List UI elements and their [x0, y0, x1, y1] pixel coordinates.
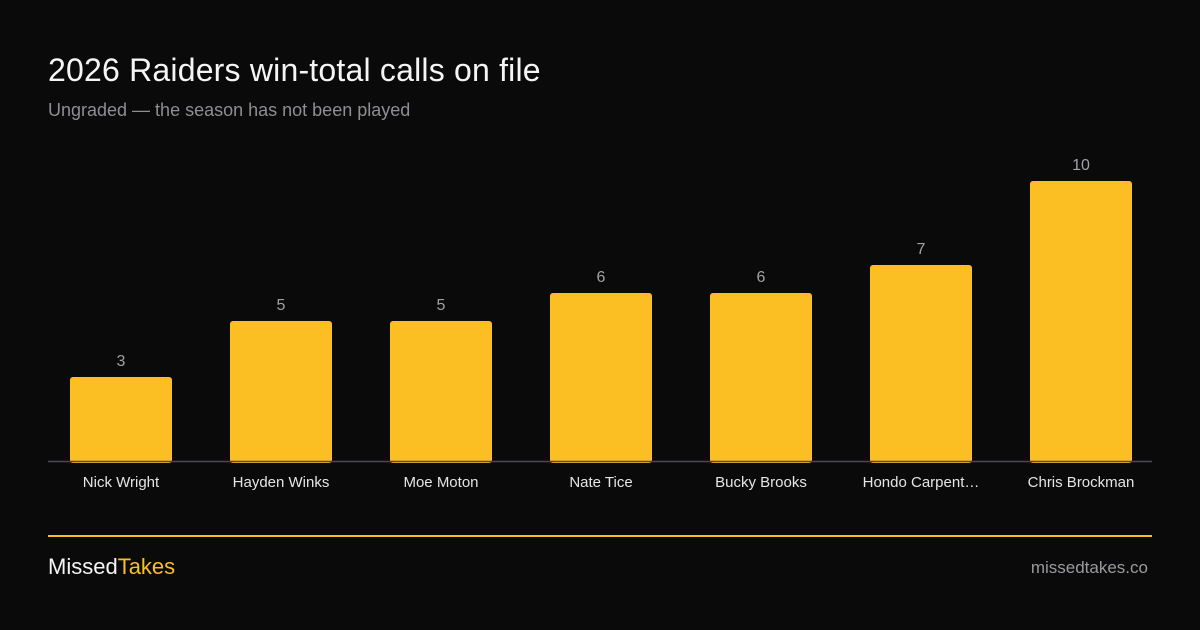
bar-0 — [70, 377, 172, 463]
category-label-5: Hondo Carpent… — [863, 474, 980, 491]
category-label-1: Hayden Winks — [233, 474, 330, 491]
brand-logo-part-missed: Missed — [48, 554, 118, 579]
bar-value-label-3: 6 — [597, 269, 606, 286]
category-label-6: Chris Brockman — [1028, 474, 1135, 491]
bars-layer: 3 Nick Wright 5 Hayden Winks 5 Moe Moton 6 Nate… — [70, 157, 1134, 491]
category-label-2: Moe Moton — [403, 474, 478, 491]
bar-1 — [230, 321, 332, 463]
bar-2 — [390, 321, 492, 463]
bar-value-label-2: 5 — [437, 297, 446, 314]
bar-5 — [870, 265, 972, 463]
bar-6 — [1030, 181, 1132, 463]
bar-value-label-6: 10 — [1072, 157, 1090, 174]
brand-logo[interactable]: MissedTakes — [48, 554, 175, 580]
site-url-link[interactable]: missedtakes.co — [1030, 558, 1148, 577]
chart-subtitle: Ungraded — the season has not been playe… — [48, 100, 411, 120]
category-label-0: Nick Wright — [83, 474, 160, 491]
bar-3 — [550, 293, 652, 463]
bar-value-label-0: 3 — [117, 353, 126, 370]
category-label-3: Nate Tice — [569, 474, 632, 491]
category-label-4: Bucky Brooks — [715, 474, 807, 491]
bar-value-label-1: 5 — [277, 297, 286, 314]
footer-divider — [48, 535, 1152, 537]
brand-logo-part-takes: Takes — [117, 554, 176, 579]
bar-4 — [710, 293, 812, 463]
chart-title: 2026 Raiders win-total calls on file — [48, 52, 541, 88]
bar-value-label-4: 6 — [757, 269, 766, 286]
bar-value-label-5: 7 — [917, 241, 926, 258]
